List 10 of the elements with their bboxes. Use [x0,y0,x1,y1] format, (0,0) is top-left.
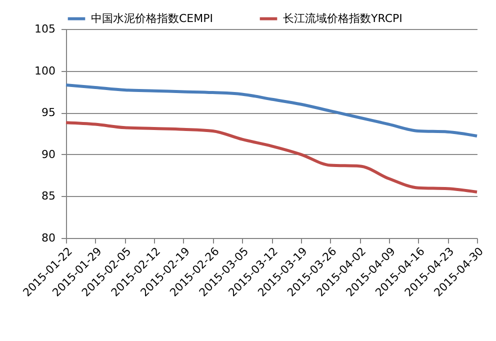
y-tick-label: 95 [42,106,56,120]
line-series [64,84,478,138]
legend-label: 中国水泥价格指数CEMPI [91,12,213,25]
y-tick-label: 105 [34,22,56,36]
y-tick-label: 85 [42,190,56,203]
line-series [64,121,478,194]
y-tick-label: 90 [42,148,56,161]
legend-label: 长江流域价格指数YRCPI [283,12,402,25]
y-tick-label: 80 [42,232,56,244]
y-tick-label: 100 [34,64,56,78]
